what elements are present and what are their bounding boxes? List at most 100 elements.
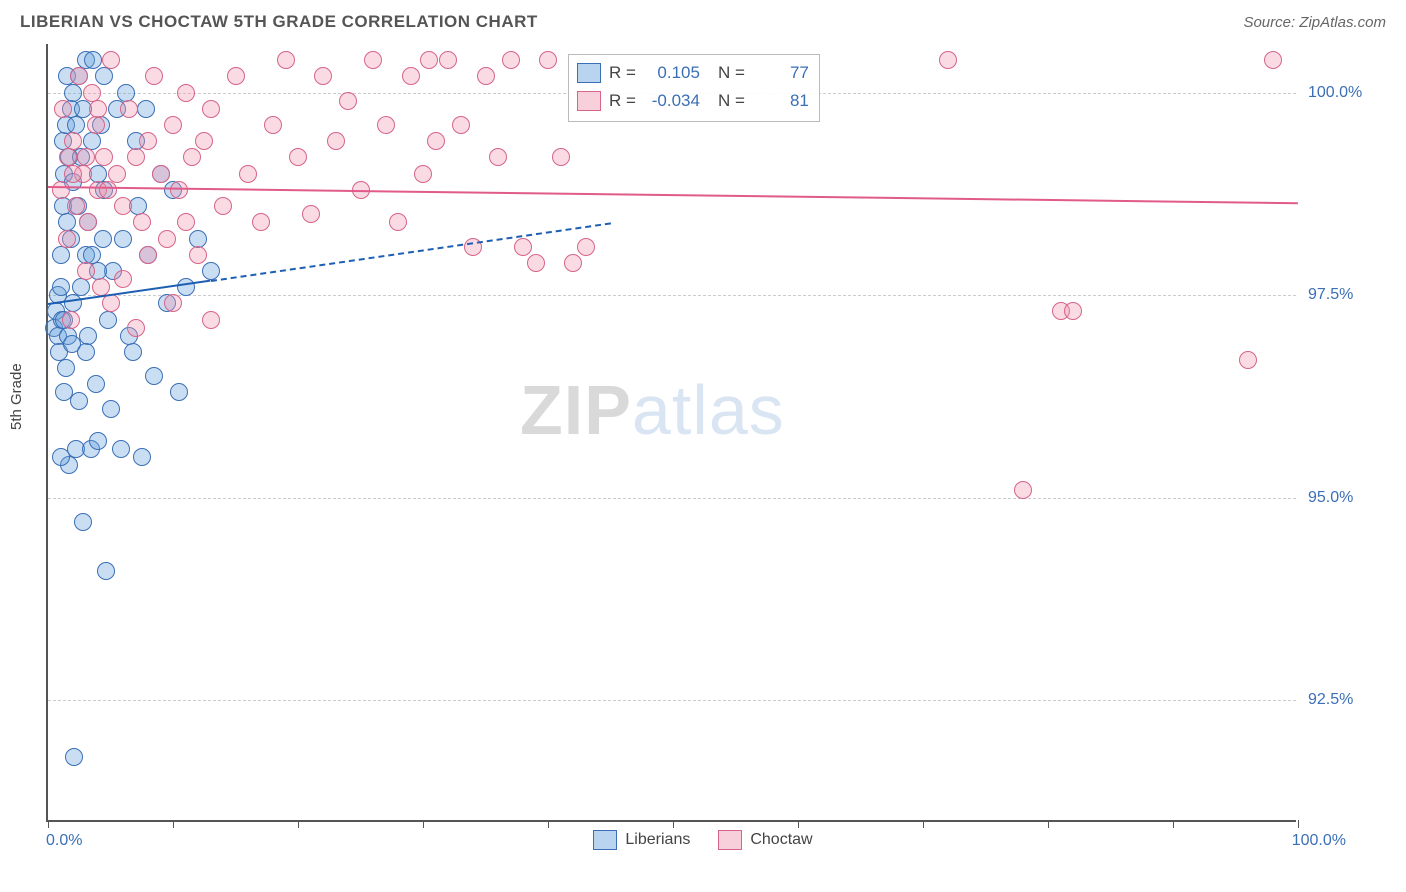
data-point [58,213,76,231]
correlation-stats-box: R =0.105N =77R =-0.034N =81 [568,54,820,122]
data-point [64,165,82,183]
data-point [414,165,432,183]
data-point [177,278,195,296]
data-point [183,148,201,166]
data-point [77,262,95,280]
data-point [289,148,307,166]
x-tick [548,820,549,828]
data-point [117,84,135,102]
data-point [202,100,220,118]
data-point [577,238,595,256]
data-point [52,246,70,264]
data-point [137,100,155,118]
data-point [939,51,957,69]
data-point [189,246,207,264]
data-point [114,230,132,248]
data-point [57,359,75,377]
data-point [133,448,151,466]
data-point [1264,51,1282,69]
data-point [264,116,282,134]
data-point [239,165,257,183]
x-tick [1048,820,1049,828]
stat-r-value: -0.034 [644,91,700,111]
gridline [48,498,1296,499]
data-point [64,294,82,312]
data-point [133,213,151,231]
legend-item: Choctaw [718,830,812,850]
gridline [48,295,1296,296]
x-tick [173,820,174,828]
stat-r-value: 0.105 [644,63,700,83]
trend-line [48,186,1298,204]
data-point [139,246,157,264]
data-point [164,294,182,312]
data-point [327,132,345,150]
x-tick [298,820,299,828]
data-point [89,100,107,118]
data-point [195,132,213,150]
data-point [83,84,101,102]
data-point [127,148,145,166]
stat-r-label: R = [609,91,636,111]
y-tick-label: 95.0% [1308,489,1353,507]
data-point [420,51,438,69]
data-point [277,51,295,69]
data-point [1064,302,1082,320]
data-point [70,67,88,85]
data-point [377,116,395,134]
data-point [145,367,163,385]
data-point [439,51,457,69]
data-point [97,562,115,580]
data-point [114,197,132,215]
data-point [302,205,320,223]
data-point [314,67,332,85]
legend-swatch [593,830,617,850]
source-attribution: Source: ZipAtlas.com [1243,14,1386,31]
y-tick-label: 92.5% [1308,691,1353,709]
data-point [452,116,470,134]
data-point [89,432,107,450]
data-point [52,278,70,296]
data-point [95,67,113,85]
data-point [339,92,357,110]
stats-row: R =-0.034N =81 [577,87,809,115]
legend-swatch [718,830,742,850]
data-point [502,51,520,69]
data-point [64,84,82,102]
data-point [87,375,105,393]
data-point [389,213,407,231]
legend-label: Liberians [625,831,690,849]
y-axis-title: 5th Grade [8,363,25,430]
data-point [177,84,195,102]
data-point [52,448,70,466]
data-point [164,116,182,134]
data-point [152,165,170,183]
data-point [79,327,97,345]
data-point [108,165,126,183]
data-point [65,748,83,766]
data-point [72,278,90,296]
data-point [79,213,97,231]
data-point [364,51,382,69]
x-tick [798,820,799,828]
x-tick [1298,820,1299,828]
data-point [77,343,95,361]
data-point [58,230,76,248]
data-point [77,148,95,166]
data-point [564,254,582,272]
data-point [145,67,163,85]
data-point [102,294,120,312]
data-point [74,513,92,531]
data-point [170,181,188,199]
series-swatch [577,63,601,83]
scatter-plot: 92.5%95.0%97.5%100.0%R =0.105N =77R =-0.… [46,44,1296,822]
data-point [402,67,420,85]
data-point [112,440,130,458]
data-point [170,383,188,401]
x-tick [1173,820,1174,828]
data-point [539,51,557,69]
data-point [120,100,138,118]
stat-n-label: N = [718,63,745,83]
data-point [84,51,102,69]
data-point [94,230,112,248]
